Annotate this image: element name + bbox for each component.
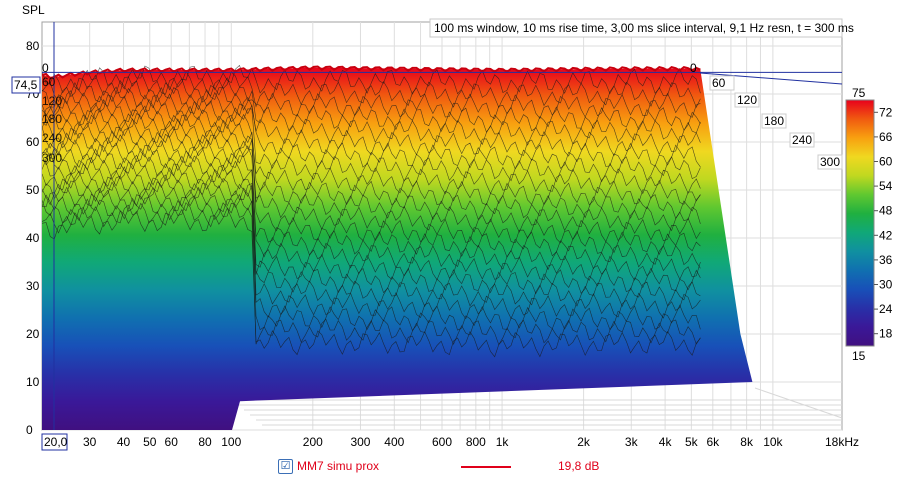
decay-slice-line [42, 145, 701, 244]
x-tick-label: 200 [303, 435, 323, 449]
colorbar-tick-label: 42 [879, 228, 893, 242]
y-axis-label: SPL [22, 3, 45, 17]
decay-slice-line [42, 166, 701, 281]
y-tick-label: 0 [26, 423, 33, 437]
x-tick-label: 40 [117, 435, 131, 449]
colorbar-tick-label: 54 [879, 179, 893, 193]
legend-line-swatch [461, 466, 511, 468]
time-axis-label: 60 [712, 76, 726, 90]
legend: ☑ MM7 simu prox 19,8 dB [278, 458, 638, 476]
decay-slice-line [42, 154, 701, 258]
x-tick-label: 80 [198, 435, 212, 449]
front-time-label: 240 [42, 131, 62, 145]
colorbar-tick-label: 72 [879, 105, 893, 119]
decay-slice-line [42, 138, 701, 233]
x-tick-label: 30 [83, 435, 97, 449]
colorbar-tick-label: 24 [879, 302, 893, 316]
y-cursor-label-box: 74,5 [11, 76, 41, 94]
time-axis-label: 240 [792, 133, 812, 147]
x-tick-label: 50 [143, 435, 157, 449]
top-time-label: 0 [690, 61, 697, 75]
time-cursor-line [699, 72, 843, 85]
decay-slice-line [42, 193, 701, 332]
decay-slice-line [42, 202, 701, 346]
top-time-label: 0 [42, 61, 49, 75]
x-tick-label: 5k [685, 435, 699, 449]
x-tick-label: 600 [432, 435, 452, 449]
decay-slice-line [42, 181, 701, 308]
legend-value: 19,8 dB [558, 459, 600, 473]
x-end-label: 18kHz [825, 435, 859, 449]
x-tick-label: 8k [740, 435, 754, 449]
y-tick-label: 10 [26, 375, 40, 389]
y-tick-label: 60 [26, 135, 40, 149]
y-tick-label: 20 [26, 327, 40, 341]
x-tick-label: 10k [763, 435, 783, 449]
x-tick-label: 6k [706, 435, 720, 449]
time-axis-label: 300 [820, 155, 840, 169]
waterfall-surface [42, 64, 753, 430]
y-tick-label: 80 [26, 39, 40, 53]
front-time-label: 300 [42, 151, 62, 165]
time-label-box [817, 154, 843, 170]
decay-slice-line [42, 118, 701, 195]
decay-slice-line [42, 174, 701, 295]
y-tick-label: 50 [26, 183, 40, 197]
x-tick-label: 60 [165, 435, 179, 449]
info-box: 100 ms window, 10 ms rise time, 3,00 ms … [429, 18, 854, 38]
time-label-box [789, 132, 815, 148]
time-label-box [734, 92, 760, 108]
x-tick-label: 3k [625, 435, 639, 449]
x-start-label-box: 20,0 [41, 433, 68, 451]
decay-slice-line [42, 207, 701, 358]
x-tick-label: 2k [577, 435, 591, 449]
decay-slice-line [42, 133, 701, 220]
decay-slice-line [42, 98, 701, 157]
info-text: 100 ms window, 10 ms rise time, 3,00 ms … [434, 21, 854, 35]
time-label-box [709, 75, 735, 91]
time-axis-label: 180 [764, 114, 784, 128]
colorbar-tick-label: 66 [879, 130, 893, 144]
decay-slice-line [42, 113, 701, 183]
colorbar-bottom-label: 15 [852, 349, 866, 363]
time-label-box [761, 113, 787, 129]
colorbar-tick-label: 48 [879, 204, 893, 218]
colorbar-tick-label: 36 [879, 253, 893, 267]
x-tick-label: 4k [659, 435, 673, 449]
legend-series-name[interactable]: MM7 simu prox [297, 459, 380, 473]
colorbar-tick-label: 18 [879, 327, 893, 341]
x-tick-label: 400 [384, 435, 404, 449]
y-tick-label: 30 [26, 279, 40, 293]
decay-slice-line [42, 86, 701, 133]
x-start-label: 20,0 [44, 435, 68, 449]
decay-slice-line [42, 77, 701, 120]
y-tick-label: 40 [26, 231, 40, 245]
floor-line [754, 387, 843, 419]
legend-checkbox[interactable]: ☑ [278, 459, 293, 474]
x-tick-label: 300 [350, 435, 370, 449]
colorbar: 75 15 72 66 60 54 48 42 36 30 24 18 [845, 86, 893, 363]
colorbar-gradient [845, 99, 875, 347]
x-tick-label: 1k [496, 435, 510, 449]
decay-slice-line [42, 105, 701, 170]
decay-slice-line [42, 70, 701, 109]
time-axis-label: 120 [737, 93, 757, 107]
colorbar-tick-label: 60 [879, 155, 893, 169]
surface-body [42, 67, 753, 430]
x-tick-label: 100 [221, 435, 241, 449]
decay-slice-line [42, 186, 701, 320]
y-cursor-label: 74,5 [14, 78, 38, 92]
colorbar-tick-label: 30 [879, 278, 893, 292]
front-time-label: 60 [42, 75, 56, 89]
front-time-label: 180 [42, 112, 62, 126]
colorbar-top-label: 75 [852, 86, 866, 100]
envelope-crest [42, 65, 701, 80]
x-tick-label: 800 [466, 435, 486, 449]
decay-slice-line [42, 64, 701, 95]
front-time-label: 120 [42, 94, 62, 108]
